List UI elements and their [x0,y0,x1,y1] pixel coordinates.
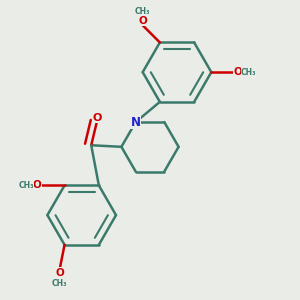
Text: N: N [131,116,141,129]
Text: O: O [234,67,243,77]
Text: CH₃: CH₃ [241,68,256,77]
Text: O: O [32,180,41,190]
Text: CH₃: CH₃ [18,181,34,190]
Text: CH₃: CH₃ [52,279,68,288]
Text: O: O [92,112,102,123]
Text: O: O [56,268,64,278]
Text: CH₃: CH₃ [135,7,150,16]
Text: O: O [138,16,147,26]
